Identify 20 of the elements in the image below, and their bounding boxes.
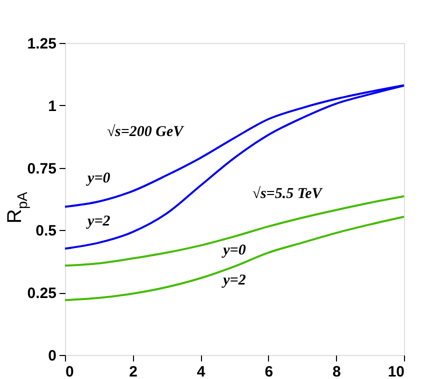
y-tick-label: 0.75 [27,160,56,178]
y-axis-title: RpA [4,191,30,224]
series-label: y=2 [86,214,111,230]
y-tick-label: 0.25 [27,285,56,302]
annotation: √s=200 GeV [106,124,186,140]
x-tick-label: 2 [129,364,138,379]
y-tick-label: 0 [48,348,56,364]
annotation: √s=5.5 TeV [252,186,324,202]
x-tick-label: 4 [196,364,206,379]
series-label: y=0 [86,170,111,186]
line-series [64,216,405,302]
y-tick-label: 0.5 [36,222,56,240]
y-tick-label: 1 [48,98,56,115]
y-tick-label: 1.25 [27,36,56,52]
x-tick-label: 10 [388,364,404,379]
x-tick-label: 8 [332,364,341,379]
x-tick-label: 6 [264,364,274,379]
series-label: y=2 [221,272,246,288]
series-label: y=0 [221,242,246,258]
x-tick-label: 0 [66,364,74,379]
